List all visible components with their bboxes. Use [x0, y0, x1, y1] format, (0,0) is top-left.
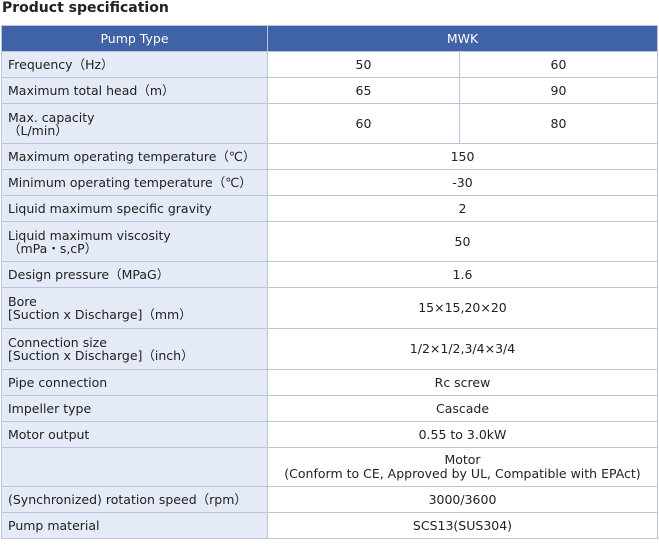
- table-row: Maximum total head（m） 65 90: [1, 77, 658, 104]
- row-value: 150: [267, 143, 658, 170]
- table-row: Pump material SCS13(SUS304): [1, 512, 658, 539]
- table-row: Motor output 0.55 to 3.0kW: [1, 421, 658, 448]
- table-header-row: Pump Type MWK: [1, 25, 658, 52]
- row-value: 1.6: [267, 261, 658, 288]
- table-row: Maximum operating temperature（℃） 150: [1, 143, 658, 170]
- row-value: 1/2×1/2,3/4×3/4: [267, 328, 658, 370]
- row-label-line1: Max. capacity: [8, 109, 95, 125]
- row-label-line2: （L/min）: [8, 122, 68, 138]
- table-row: Minimum operating temperature（℃） -30: [1, 169, 658, 196]
- row-label: Bore [Suction x Discharge]（mm）: [1, 287, 268, 329]
- page-title: Product specification: [2, 0, 169, 16]
- spec-table: Pump Type MWK Frequency（Hz） 50 60 Maximu…: [1, 25, 658, 539]
- row-value: -30: [267, 169, 658, 196]
- table-row: Bore [Suction x Discharge]（mm） 15×15,20×…: [1, 287, 658, 329]
- row-value: SCS13(SUS304): [267, 512, 658, 539]
- row-label: Liquid maximum specific gravity: [1, 195, 268, 222]
- row-value-line1: Motor: [444, 452, 481, 467]
- row-label: Liquid maximum viscosity （mPa・s,cP）: [1, 221, 268, 262]
- table-row: Design pressure（MPaG） 1.6: [1, 261, 658, 288]
- row-label: Impeller type: [1, 395, 268, 422]
- table-row: Liquid maximum viscosity （mPa・s,cP） 50: [1, 221, 658, 262]
- row-label: Pump material: [1, 512, 268, 539]
- row-label-line2: [Suction x Discharge]（mm）: [8, 307, 192, 322]
- row-value: 15×15,20×20: [267, 287, 658, 329]
- row-value: Motor (Conform to CE, Approved by UL, Co…: [267, 447, 658, 487]
- row-label: Connection size [Suction x Discharge]（in…: [1, 328, 268, 370]
- row-label-line2: （mPa・s,cP）: [8, 240, 98, 256]
- row-label-line2: [Suction x Discharge]（inch）: [8, 348, 194, 363]
- row-value: 90: [459, 77, 658, 104]
- row-label-line1: Bore: [8, 294, 37, 309]
- row-label: (Synchronized) rotation speed（rpm）: [1, 486, 268, 513]
- header-model: MWK: [267, 25, 658, 52]
- row-value: 50: [267, 51, 460, 78]
- header-pump-type: Pump Type: [1, 25, 268, 52]
- row-value: 3000/3600: [267, 486, 658, 513]
- table-row: Pipe connection Rc screw: [1, 369, 658, 396]
- row-value: 60: [267, 103, 460, 144]
- row-label: Minimum operating temperature（℃）: [1, 169, 268, 196]
- table-row: Frequency（Hz） 50 60: [1, 51, 658, 78]
- row-value: 0.55 to 3.0kW: [267, 421, 658, 448]
- row-label: Maximum operating temperature（℃）: [1, 143, 268, 170]
- row-value: 60: [459, 51, 658, 78]
- row-value: Rc screw: [267, 369, 658, 396]
- table-row: Motor (Conform to CE, Approved by UL, Co…: [1, 447, 658, 487]
- row-value: 80: [459, 103, 658, 144]
- table-row: Connection size [Suction x Discharge]（in…: [1, 328, 658, 370]
- row-value: Cascade: [267, 395, 658, 422]
- table-row: Max. capacity （L/min） 60 80: [1, 103, 658, 144]
- row-label: Pipe connection: [1, 369, 268, 396]
- row-label: Frequency（Hz）: [1, 51, 268, 78]
- row-label: Max. capacity （L/min）: [1, 103, 268, 144]
- row-value-line2: (Conform to CE, Approved by UL, Compatib…: [284, 466, 641, 481]
- row-label: Design pressure（MPaG）: [1, 261, 268, 288]
- row-label: [1, 447, 268, 487]
- table-row: Impeller type Cascade: [1, 395, 658, 422]
- row-label-line1: Connection size: [8, 335, 107, 350]
- row-label-line1: Liquid maximum viscosity: [8, 227, 171, 243]
- table-row: (Synchronized) rotation speed（rpm） 3000/…: [1, 486, 658, 513]
- row-label: Motor output: [1, 421, 268, 448]
- row-value: 65: [267, 77, 460, 104]
- table-row: Liquid maximum specific gravity 2: [1, 195, 658, 222]
- row-value: 50: [267, 221, 658, 262]
- row-label: Maximum total head（m）: [1, 77, 268, 104]
- row-value: 2: [267, 195, 658, 222]
